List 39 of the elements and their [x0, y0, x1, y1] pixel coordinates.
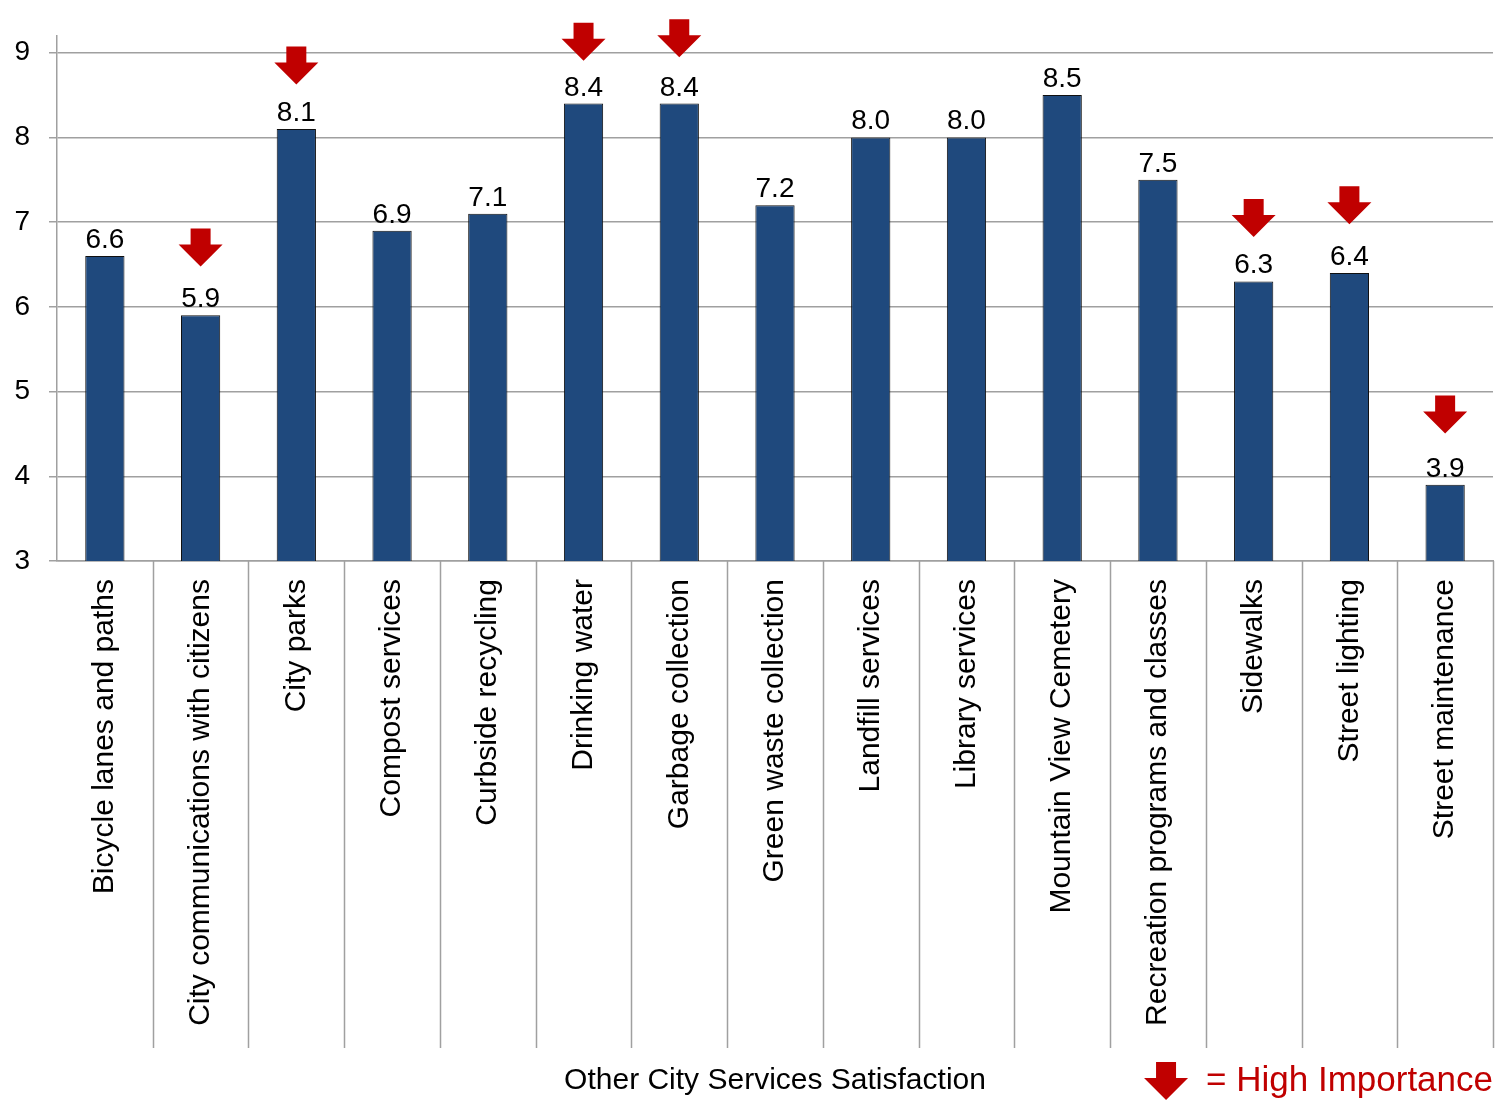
data-label: 6.3 — [1234, 248, 1274, 280]
data-label: 7.1 — [468, 180, 508, 212]
data-label: 8.0 — [851, 104, 891, 136]
y-tick-label: 8 — [14, 120, 30, 152]
x-tick-label: Compost services — [373, 579, 407, 818]
x-tick-label: Recreation programs and classes — [1139, 579, 1173, 1026]
x-tick-label: Landfill services — [852, 579, 885, 793]
x-tick-label: Mountain View Cemetery — [1043, 579, 1077, 914]
x-tick-label: City communications with citizens — [181, 579, 215, 1026]
data-label: 8.0 — [947, 104, 986, 136]
data-label: 8.1 — [276, 95, 316, 127]
data-label: 6.9 — [372, 197, 412, 229]
data-label: 6.4 — [1329, 239, 1369, 271]
x-axis-title: Other City Services Satisfaction — [564, 1062, 986, 1096]
data-label: 8.5 — [1042, 62, 1082, 94]
x-tick-label: Green waste collection — [756, 579, 790, 883]
data-label: 7.2 — [755, 172, 795, 204]
x-tick-label: Street lighting — [1330, 579, 1364, 763]
y-tick-label: 3 — [14, 543, 30, 575]
x-tick-label: Drinking water — [564, 578, 598, 771]
y-tick-label: 4 — [14, 459, 30, 491]
data-label: 8.4 — [564, 70, 603, 102]
x-tick-label: Library services — [947, 579, 981, 790]
x-tick-label: Curbside recycling — [469, 579, 503, 826]
legend-label: = High Importance — [1206, 1058, 1494, 1098]
x-tick-label: Bicycle lanes and paths — [86, 579, 120, 895]
x-tick-label: City parks — [277, 579, 311, 713]
data-label: 5.9 — [181, 282, 221, 314]
x-tick-label: Garbage collection — [660, 579, 694, 830]
data-label: 8.4 — [659, 70, 699, 102]
data-label: 6.6 — [85, 223, 125, 255]
data-label: 7.5 — [1138, 146, 1178, 178]
y-tick-label: 9 — [14, 35, 30, 67]
x-tick-label: Street maintenance — [1426, 579, 1460, 840]
y-tick-label: 6 — [14, 289, 30, 321]
y-tick-label: 5 — [14, 374, 30, 406]
x-tick-label: Sidewalks — [1234, 579, 1268, 715]
data-label: 3.9 — [1425, 451, 1465, 483]
y-tick-label: 7 — [14, 204, 30, 236]
